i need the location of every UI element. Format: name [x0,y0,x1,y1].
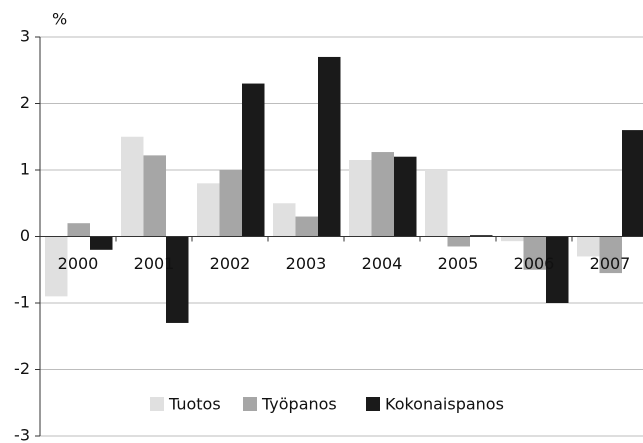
bar [219,170,242,237]
bar [622,130,643,237]
bar [425,170,448,237]
x-tick-label: 2005 [438,254,479,273]
bar [371,152,394,237]
legend-swatch [366,397,380,411]
y-axis-label: % [52,10,67,29]
bar [166,236,189,323]
bar [470,235,493,237]
bar [546,236,569,303]
bar [394,156,417,237]
y-tick-label: -1 [14,293,30,312]
y-tick-label: 3 [20,27,30,46]
y-tick-label: -2 [14,359,30,378]
x-tick-label: 2000 [58,254,99,273]
bar [242,83,265,237]
bar [501,236,524,242]
bar [197,183,220,237]
bar [577,236,600,257]
bar [318,56,341,237]
bar [295,216,318,237]
bar [349,160,372,237]
bar [143,155,166,237]
bar [273,203,296,237]
y-tick-label: 1 [20,160,30,179]
bar [599,236,622,274]
y-tick-label: 0 [20,226,30,245]
bar [523,236,546,270]
bar [90,236,113,250]
legend-label: Työpanos [261,395,337,414]
legend-label: Tuotos [168,395,221,414]
x-tick-label: 2007 [590,254,631,273]
legend-swatch [243,397,257,411]
bar [447,236,470,247]
x-tick-label: 2001 [134,254,175,273]
bar [121,136,144,237]
y-tick-label: 2 [20,93,30,112]
legend-swatch [150,397,164,411]
bar [67,223,90,237]
legend-label: Kokonaispanos [385,395,504,414]
bar [45,236,68,297]
x-tick-label: 2002 [210,254,251,273]
x-tick-label: 2003 [286,254,327,273]
y-tick-label: -3 [14,426,30,443]
x-tick-label: 2004 [362,254,403,273]
x-tick-label: 2006 [514,254,555,273]
